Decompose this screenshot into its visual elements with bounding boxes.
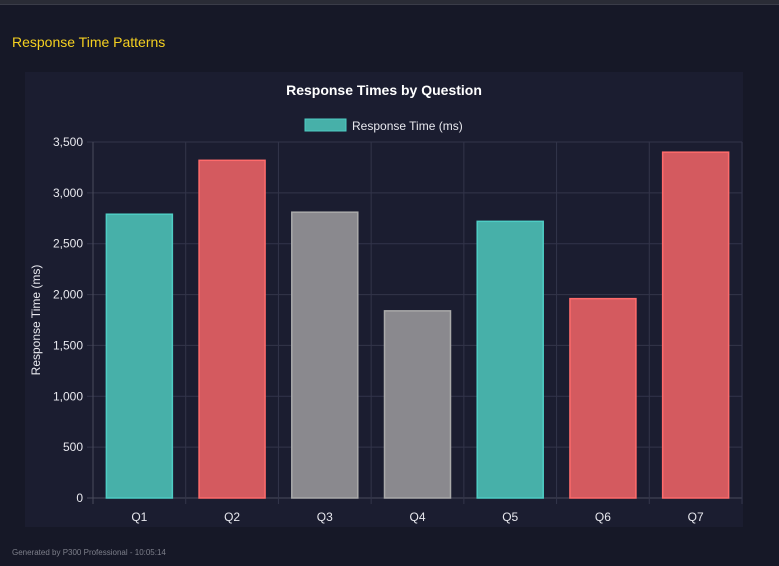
top-bar (0, 0, 779, 5)
bar-q3[interactable] (291, 211, 359, 499)
x-tick-label: Q1 (131, 510, 147, 524)
bar-q6[interactable] (569, 297, 637, 499)
y-tick-label: 3,000 (53, 186, 83, 200)
y-tick-label: 1,000 (53, 389, 83, 403)
y-tick-label: 2,000 (53, 288, 83, 302)
footer-text: Generated by P300 Professional - 10:05:1… (12, 548, 166, 557)
legend-label[interactable]: Response Time (ms) (352, 119, 463, 133)
bar-q7[interactable] (661, 151, 730, 499)
x-tick-label: Q6 (595, 510, 611, 524)
x-tick-label: Q2 (224, 510, 240, 524)
x-tick-label: Q5 (502, 510, 518, 524)
y-tick-label: 3,500 (53, 135, 83, 149)
y-tick-label: 2,500 (53, 237, 83, 251)
y-tick-label: 1,500 (53, 338, 83, 352)
y-axis-label: Response Time (ms) (29, 265, 43, 376)
bar-q1[interactable] (105, 213, 174, 499)
x-tick-label: Q7 (688, 510, 704, 524)
legend-swatch[interactable] (304, 118, 347, 132)
x-tick-label: Q3 (317, 510, 333, 524)
y-tick-label: 0 (76, 491, 83, 505)
bar-q5[interactable] (476, 220, 544, 499)
bar-q4[interactable] (383, 310, 452, 499)
section-title: Response Time Patterns (12, 34, 166, 50)
y-tick-label: 500 (63, 440, 83, 454)
x-tick-label: Q4 (409, 510, 425, 524)
bar-q2[interactable] (198, 159, 266, 499)
chart-title: Response Times by Question (286, 82, 482, 98)
